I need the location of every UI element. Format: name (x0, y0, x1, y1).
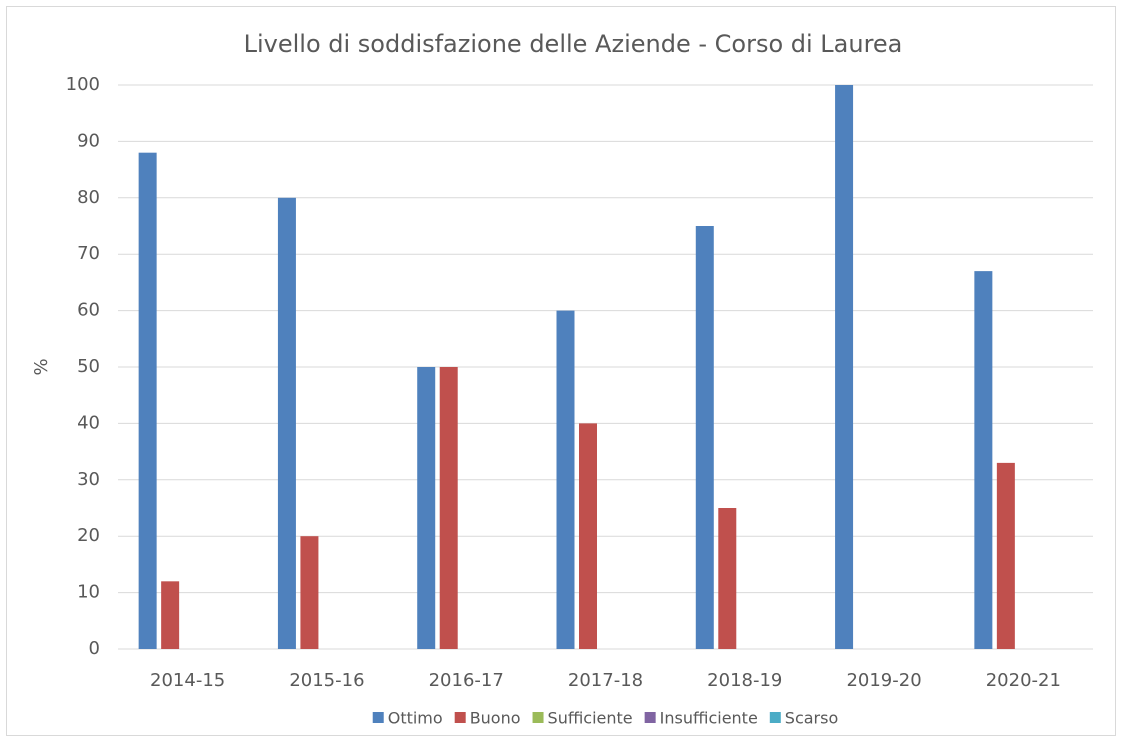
x-tick-label: 2016-17 (429, 670, 504, 691)
bar (556, 310, 575, 649)
x-tick-label: 2017-18 (568, 670, 643, 691)
chart-title: Livello di soddisfazione delle Aziende -… (244, 30, 903, 58)
legend-label: Buono (470, 709, 521, 728)
legend-swatch (644, 712, 656, 723)
y-tick-label: 60 (77, 300, 100, 321)
x-tick-label: 2015-16 (289, 670, 364, 691)
legend-swatch (372, 712, 384, 723)
bar (138, 152, 157, 649)
bar (996, 462, 1015, 649)
bar (439, 367, 458, 649)
x-tick-label: 2014-15 (150, 670, 225, 691)
legend-swatch (532, 712, 544, 723)
y-tick-label: 30 (77, 469, 100, 490)
x-tick-label: 2020-21 (986, 670, 1061, 691)
bar (718, 508, 737, 649)
bar (579, 423, 597, 649)
legend-label: Insufficiente (660, 709, 758, 728)
x-tick-label: 2018-19 (707, 670, 782, 691)
y-tick-label: 50 (77, 356, 100, 377)
y-tick-label: 80 (77, 187, 100, 208)
legend-label: Scarso (785, 709, 838, 728)
bar (161, 581, 180, 649)
y-tick-label: 70 (77, 243, 100, 264)
y-tick-label: 100 (66, 74, 100, 95)
y-tick-label: 0 (89, 638, 100, 659)
legend-label: Ottimo (388, 709, 443, 728)
x-tick-label: 2019-20 (846, 670, 921, 691)
bar (835, 85, 854, 649)
legend-label: Sufficiente (548, 709, 633, 728)
bar (695, 226, 714, 649)
bar (974, 271, 993, 649)
bar (300, 536, 319, 649)
y-tick-label: 40 (77, 412, 100, 433)
y-tick-label: 90 (77, 130, 100, 151)
bar (417, 367, 436, 649)
legend-swatch (769, 712, 781, 723)
legend-swatch (454, 712, 466, 723)
bar (277, 197, 296, 650)
y-tick-label: 10 (77, 582, 100, 603)
y-axis-label: % (31, 358, 52, 375)
y-tick-label: 20 (77, 525, 100, 546)
